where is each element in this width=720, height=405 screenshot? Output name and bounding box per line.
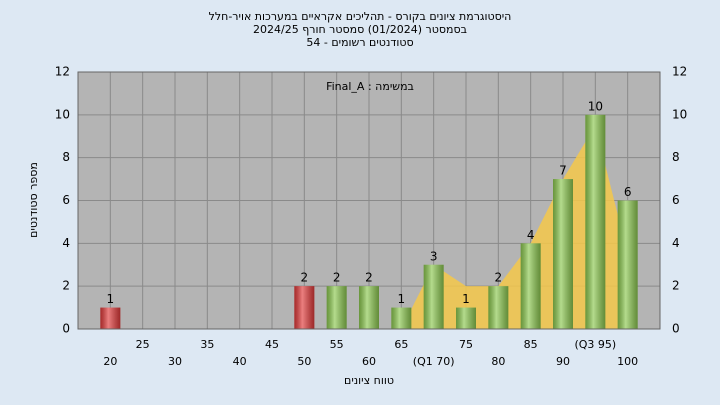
- y2-tick-label: 10: [672, 107, 687, 121]
- bar-shade: [456, 307, 476, 329]
- y-tick-label: 0: [62, 322, 70, 336]
- bar-shade: [553, 179, 573, 329]
- x-tick-label: 90: [556, 355, 570, 368]
- x-tick-label: 40: [233, 355, 247, 368]
- y-tick-label: 10: [55, 107, 70, 121]
- y2-tick-label: 0: [672, 322, 680, 336]
- value-label: 2: [333, 271, 341, 285]
- x-tick-label: 65: [394, 338, 408, 351]
- value-label: 1: [107, 292, 115, 306]
- x-tick-label: (Q3 95): [574, 338, 616, 351]
- y2-tick-label: 8: [672, 150, 680, 164]
- bar-shade: [423, 264, 444, 329]
- y-tick-label: 6: [62, 193, 70, 207]
- x-tick-label: (Q1 70): [413, 355, 455, 368]
- bar-shade: [294, 286, 315, 329]
- bar-shade: [520, 243, 541, 329]
- chart-title: היסטוגרמת ציונים בקורס - תהליכים אקראיים…: [209, 10, 512, 23]
- y2-tick-label: 6: [672, 193, 680, 207]
- bar-shade: [326, 286, 347, 329]
- chart-subtitle: בסמסטר (01/2024) סמסטר חורף 2024/25: [253, 23, 467, 36]
- y2-tick-label: 4: [672, 236, 680, 250]
- bar-shade: [488, 286, 509, 329]
- value-label: 2: [495, 271, 503, 285]
- y-tick-label: 2: [62, 279, 70, 293]
- x-tick-label: 100: [617, 355, 638, 368]
- y-tick-label: 12: [55, 65, 70, 79]
- y2-tick-label: 2: [672, 279, 680, 293]
- y-axis-label: מספר סטודנטים: [27, 162, 40, 238]
- bar-shade: [585, 114, 606, 329]
- x-tick-label: 80: [491, 355, 505, 368]
- chart-subtitle: סטודנטים רשומים - 54: [306, 36, 413, 49]
- value-label: 3: [430, 249, 438, 263]
- value-label: 7: [559, 164, 567, 178]
- y2-tick-label: 12: [672, 65, 687, 79]
- bar-shade: [359, 286, 379, 329]
- x-axis-label: טווח ציונים: [344, 374, 394, 387]
- value-label: 1: [398, 292, 406, 306]
- value-label: 6: [624, 185, 632, 199]
- value-label: 1: [462, 292, 470, 306]
- x-tick-label: 25: [136, 338, 150, 351]
- x-tick-label: 50: [297, 355, 311, 368]
- bar-shade: [617, 200, 638, 329]
- x-tick-label: 35: [200, 338, 214, 351]
- x-tick-label: 30: [168, 355, 182, 368]
- x-tick-label: 85: [524, 338, 538, 351]
- value-label: 2: [301, 271, 309, 285]
- plot-border: [77, 71, 661, 330]
- x-tick-label: 75: [459, 338, 473, 351]
- value-label: 10: [588, 99, 603, 113]
- x-tick-label: 55: [330, 338, 344, 351]
- bar-shade: [391, 307, 412, 329]
- y-tick-label: 8: [62, 150, 70, 164]
- x-tick-label: 20: [103, 355, 117, 368]
- annotation: במשימה : Final_A: [326, 80, 414, 93]
- y-tick-label: 4: [62, 236, 70, 250]
- x-tick-label: 45: [265, 338, 279, 351]
- value-label: 4: [527, 228, 535, 242]
- x-tick-label: 60: [362, 355, 376, 368]
- value-label: 2: [365, 271, 373, 285]
- bar-shade: [100, 307, 121, 329]
